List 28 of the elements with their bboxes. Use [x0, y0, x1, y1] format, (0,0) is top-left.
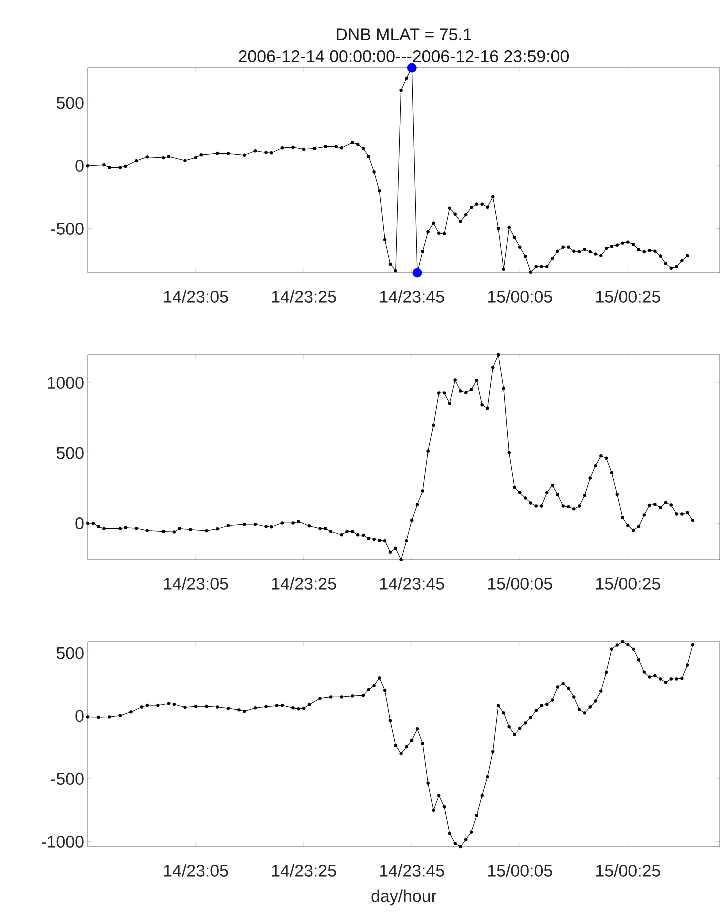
x-tick-label: 14/23:05	[164, 290, 228, 303]
x-tick-label: 15/00:05	[488, 864, 552, 877]
y-tick-label: 500	[56, 97, 84, 110]
x-tick-label: 15/00:05	[488, 578, 552, 590]
x-tick-label: 14/23:45	[380, 578, 444, 590]
x-tick-label: 14/23:25	[272, 578, 336, 590]
y-tick-label: -1000	[42, 836, 84, 848]
y-tick-label: 500	[56, 647, 84, 660]
x-tick-label: 15/00:25	[596, 864, 660, 877]
chart-title: DNB MLAT = 75.1	[337, 28, 472, 41]
chart-subtitle: 2006-12-14 00:00:00---2006-12-16 23:59:00	[239, 50, 570, 63]
y-tick-label: 0	[76, 160, 84, 172]
y-tick-label: 0	[76, 710, 84, 722]
x-axis-title: day/hour	[372, 890, 437, 906]
y-tick-label: -500	[51, 773, 84, 786]
x-tick-label: 15/00:25	[596, 578, 660, 590]
x-tick-label: 15/00:05	[488, 290, 552, 303]
x-tick-label: 14/23:05	[164, 864, 228, 877]
x-tick-label: 14/23:25	[272, 290, 336, 303]
x-tick-label: 15/00:25	[596, 290, 660, 303]
y-tick-label: 500	[56, 447, 84, 460]
y-tick-label: 1000	[48, 377, 84, 390]
x-tick-label: 14/23:25	[272, 864, 336, 877]
x-tick-label: 14/23:45	[380, 290, 444, 303]
x-tick-label: 14/23:45	[380, 864, 444, 877]
x-tick-label: 14/23:05	[164, 578, 228, 590]
y-tick-label: 0	[76, 517, 84, 530]
y-tick-label: -500	[51, 222, 84, 235]
